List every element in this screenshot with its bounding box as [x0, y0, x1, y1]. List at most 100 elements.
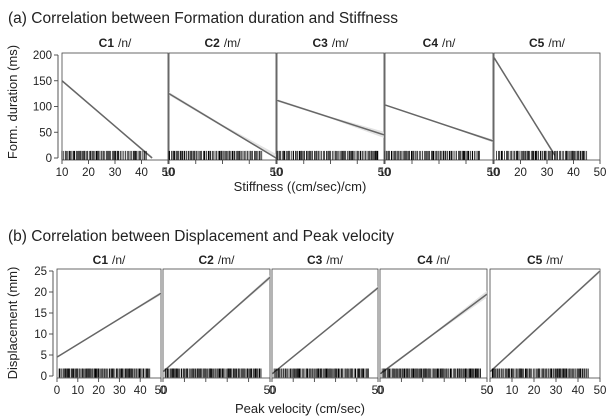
- regression-line: [384, 104, 494, 142]
- panel-phoneme: /m/: [224, 36, 241, 50]
- y-tick-label: 100: [33, 102, 52, 114]
- panel-id: C1: [99, 36, 115, 50]
- x-tick-label: 50: [372, 385, 385, 397]
- panel-title: C4/n/: [417, 253, 450, 267]
- x-tick-label: 20: [92, 385, 105, 397]
- panel-id: C3: [307, 253, 323, 267]
- panel-title: C3/m/: [307, 253, 344, 267]
- y-tick-label: 15: [34, 308, 47, 320]
- panel-c4: C4/n/: [384, 36, 494, 164]
- panel-phoneme: /n/: [437, 253, 451, 267]
- x-tick-label: 20: [514, 167, 527, 179]
- panel-id: C1: [93, 253, 109, 267]
- x-tick-label: 10: [488, 167, 501, 179]
- panel-c3: C3/m/: [276, 36, 385, 164]
- x-tick-label: 50: [594, 385, 606, 397]
- x-tick-label: 50: [481, 385, 494, 397]
- panel-frame: [162, 268, 271, 379]
- panel-frame: [61, 52, 169, 161]
- y-tick-label: 0: [46, 153, 52, 165]
- x-tick-label: 0: [487, 385, 493, 397]
- x-tick-label: 0: [160, 385, 166, 397]
- x-tick-label: 50: [378, 167, 391, 179]
- x-tick-label: 50: [162, 167, 175, 179]
- x-tick-label: 10: [271, 167, 284, 179]
- x-tick-label: 20: [528, 385, 541, 397]
- regression-line: [276, 99, 385, 136]
- chart-title: (b) Correlation between Displacement and…: [8, 228, 394, 245]
- panel-c2: C2/m/: [168, 36, 277, 164]
- y-tick-label: 5: [41, 350, 47, 362]
- x-axis-label: Peak velocity (cm/sec): [235, 401, 365, 416]
- panel-title: C3/m/: [312, 36, 349, 50]
- x-tick-label: 50: [270, 167, 283, 179]
- panel-phoneme: /m/: [546, 253, 563, 267]
- x-tick-label: 50: [487, 167, 500, 179]
- panel-c1: C1/n/: [61, 36, 169, 164]
- panel-phoneme: /m/: [548, 36, 565, 50]
- regression-line: [379, 293, 488, 375]
- x-tick-label: 0: [269, 385, 275, 397]
- x-tick-label: 40: [134, 385, 147, 397]
- panel-id: C4: [423, 36, 439, 50]
- panel-phoneme: /n/: [112, 253, 126, 267]
- panel-title: C1/n/: [93, 253, 126, 267]
- panel-title: C5/m/: [527, 253, 564, 267]
- panel-phoneme: /n/: [118, 36, 132, 50]
- y-tick-label: 0: [41, 371, 47, 383]
- regression-line: [489, 270, 601, 373]
- regression-line: [162, 276, 271, 373]
- panel-c2: C2/m/: [162, 253, 271, 382]
- x-tick-label: 40: [572, 385, 585, 397]
- regression-line: [271, 287, 379, 375]
- panel-id: C3: [312, 36, 328, 50]
- x-tick-label: 30: [550, 385, 563, 397]
- panel-frame: [271, 268, 379, 379]
- panel-id: C5: [529, 36, 545, 50]
- panel-title: C1/n/: [99, 36, 132, 50]
- y-tick-label: 50: [39, 127, 52, 139]
- x-tick-label: 10: [379, 167, 392, 179]
- x-axis-label: Stiffness ((cm/sec)/cm): [234, 179, 367, 194]
- x-tick-label: 40: [135, 167, 148, 179]
- panel-id: C5: [527, 253, 543, 267]
- panel-c5: C5/m/: [493, 36, 601, 164]
- regression-line: [168, 92, 277, 159]
- x-tick-label: 0: [54, 385, 60, 397]
- panel-frame: [56, 268, 162, 379]
- regression-line: [56, 292, 162, 358]
- y-axis-label: Form. duration (ms): [5, 45, 20, 159]
- x-tick-label: 20: [82, 167, 95, 179]
- panel-title: C4/n/: [423, 36, 456, 50]
- x-tick-label: 40: [567, 167, 580, 179]
- x-tick-label: 0: [377, 385, 383, 397]
- x-tick-label: 30: [109, 167, 122, 179]
- regression-line: [61, 80, 153, 159]
- panel-id: C2: [204, 36, 220, 50]
- x-tick-label: 10: [71, 385, 84, 397]
- panel-frame: [384, 52, 494, 161]
- panel-frame: [489, 268, 601, 379]
- panel-phoneme: /n/: [442, 36, 456, 50]
- x-tick-label: 50: [594, 167, 606, 179]
- panel-title: C2/m/: [204, 36, 241, 50]
- x-tick-label: 10: [506, 385, 519, 397]
- y-tick-label: 25: [34, 266, 47, 278]
- y-tick-label: 10: [34, 329, 47, 341]
- y-tick-label: 200: [33, 50, 52, 62]
- y-tick-label: 150: [33, 76, 52, 88]
- chart-title: (a) Correlation between Formation durati…: [8, 10, 398, 27]
- y-tick-label: 20: [34, 287, 47, 299]
- panel-frame: [379, 268, 488, 379]
- panel-frame: [168, 52, 277, 161]
- panel-c5: C5/m/: [489, 253, 601, 382]
- panel-phoneme: /m/: [332, 36, 349, 50]
- x-tick-label: 50: [155, 385, 168, 397]
- x-tick-label: 30: [541, 167, 554, 179]
- x-tick-label: 10: [56, 167, 69, 179]
- x-tick-label: 30: [113, 385, 126, 397]
- panel-title: C5/m/: [529, 36, 566, 50]
- panel-phoneme: /m/: [218, 253, 235, 267]
- x-tick-label: 10: [163, 167, 176, 179]
